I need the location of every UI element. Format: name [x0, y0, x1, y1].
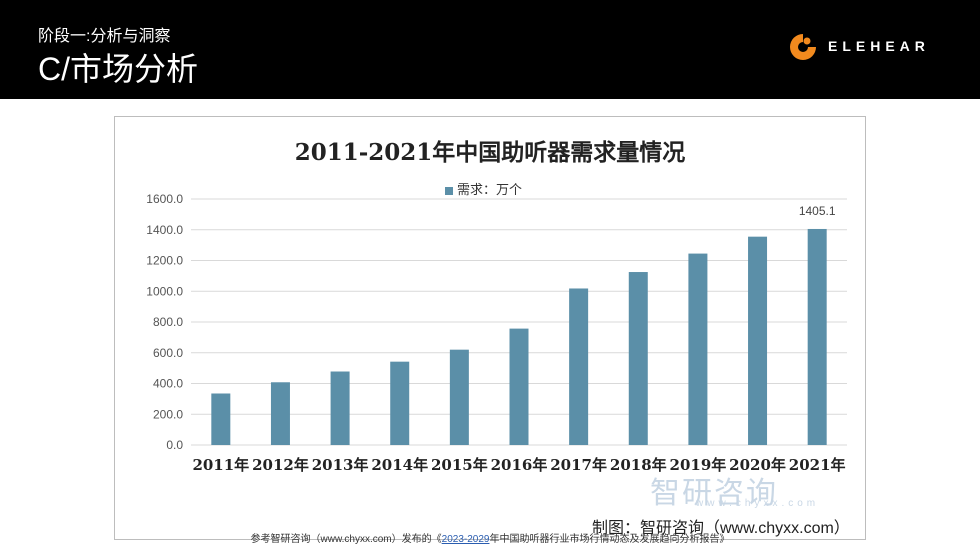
chart-legend: 需求：万个	[445, 179, 522, 198]
y-tick-label: 400.0	[153, 377, 183, 391]
data-label: 1405.1	[799, 204, 836, 218]
bar	[211, 393, 231, 445]
x-tick-label: 2011年	[192, 456, 249, 474]
bar	[807, 228, 827, 445]
watermark-text: 智研咨询	[650, 477, 778, 510]
x-tick-label: 2013年	[312, 456, 369, 474]
y-tick-label: 1000.0	[146, 284, 183, 298]
bar	[330, 371, 350, 445]
chart-credit: 制图：智研咨询（www.chyxx.com）	[592, 520, 850, 537]
report-link[interactable]: 2023-2029	[441, 534, 490, 545]
brand-logo: ELEHEAR	[786, 32, 946, 62]
x-tick-label: 2012年	[252, 456, 309, 474]
chart-title: 2011-2021年中国助听器需求量情况	[294, 139, 686, 166]
x-tick-label: 2015年	[431, 456, 488, 474]
x-tick-label: 2020年	[729, 456, 786, 474]
stage-label: 阶段一:分析与洞察	[38, 28, 171, 45]
x-tick-label: 2021年	[789, 456, 846, 474]
x-tick-label: 2018年	[610, 456, 667, 474]
x-tick-label: 2017年	[550, 456, 607, 474]
legend-swatch	[445, 186, 453, 195]
y-tick-label: 800.0	[153, 315, 183, 329]
x-tick-label: 2016年	[491, 456, 548, 474]
chart-frame: 2011-2021年中国助听器需求量情况 需求：万个 0.0 200.0 400.0…	[114, 116, 866, 540]
logo-icon	[790, 34, 816, 60]
y-tick-label: 1600.0	[146, 192, 183, 206]
footer-source: 参考智研咨询（www.chyxx.com）发布的《2023-2029年中国助听器…	[0, 530, 980, 545]
y-tick-label: 600.0	[153, 346, 183, 360]
bar	[449, 349, 469, 445]
logo-text: ELEHEAR	[828, 38, 930, 54]
page-title: C/市场分析	[38, 51, 199, 87]
legend-label: 需求：万个	[457, 182, 523, 197]
bar	[390, 361, 410, 445]
bar	[688, 253, 708, 445]
bar	[628, 272, 648, 445]
y-tick-label: 0.0	[166, 438, 183, 452]
bar	[748, 236, 768, 445]
footer-prefix: 参考智研咨询（www.chyxx.com）发布的《	[250, 534, 442, 545]
y-tick-label: 1200.0	[146, 254, 183, 268]
bar	[569, 288, 589, 445]
x-tick-label: 2019年	[670, 456, 727, 474]
x-tick-label: 2014年	[371, 456, 428, 474]
y-tick-label: 200.0	[153, 407, 183, 421]
bar	[270, 382, 290, 445]
bar-chart-plot: 0.0 200.0 400.0 600.0 800.0 1000.0 1200.0 1400.…	[146, 192, 847, 474]
header-bar: 阶段一:分析与洞察 C/市场分析 ELEHEAR	[0, 0, 980, 99]
y-tick-label: 1400.0	[146, 223, 183, 237]
bar	[509, 328, 529, 445]
watermark-url: www.chyxx.com	[696, 498, 820, 509]
footer-suffix: 年中国助听器行业市场行情动态及发展趋向分析报告》	[489, 534, 730, 545]
